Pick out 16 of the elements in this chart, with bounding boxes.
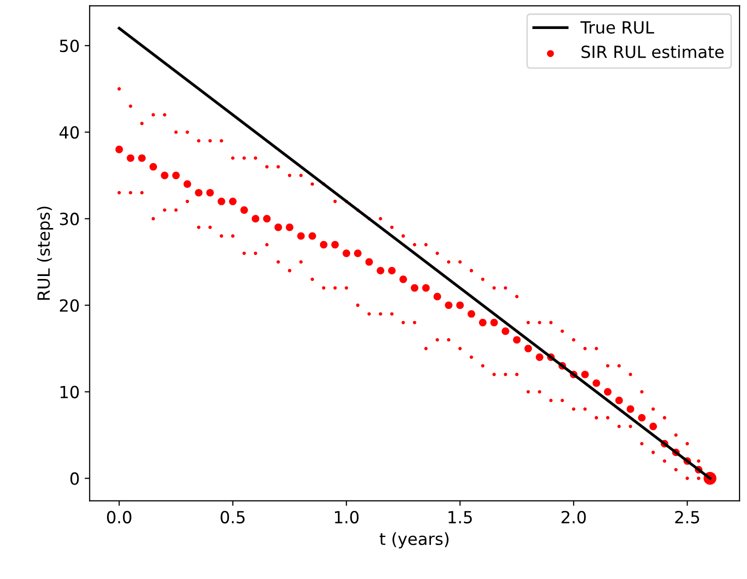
y-tick-label: 30	[60, 212, 79, 226]
x-axis-title: t (years)	[380, 532, 449, 548]
y-tick-label: 10	[60, 386, 79, 398]
x-tick-label: 0.5	[220, 510, 245, 524]
y-tick-label: 50	[60, 40, 79, 52]
legend-label: SIR RUL estimate	[582, 45, 724, 58]
x-tick-label: 0.0	[107, 510, 132, 524]
legend-label: True RUL	[580, 21, 654, 34]
y-tick-label: 20	[60, 299, 79, 312]
x-tick-label: 1.0	[334, 510, 359, 524]
y-axis-title: RUL (steps)	[37, 206, 54, 300]
y-tick-label: 40	[60, 126, 79, 139]
x-tick-label: 2.5	[675, 510, 700, 524]
y-tick-label: 0	[70, 472, 79, 485]
x-tick-label: 2.0	[562, 510, 586, 524]
x-tick-label: 1.5	[448, 511, 472, 524]
